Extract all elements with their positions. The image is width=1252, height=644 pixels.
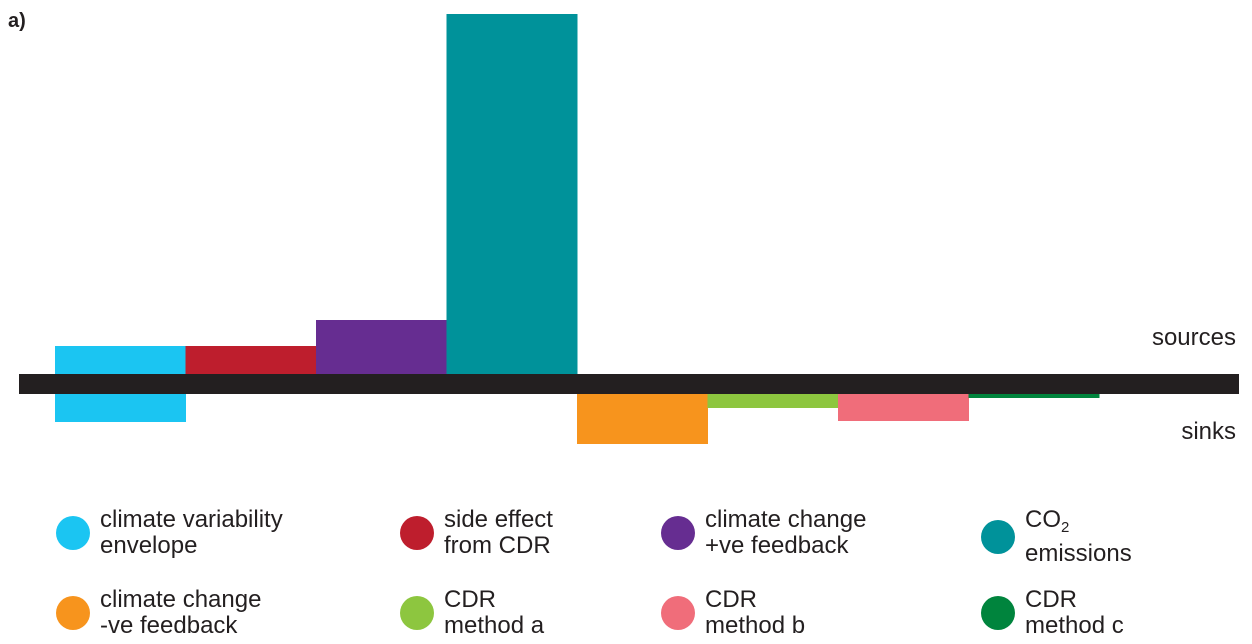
legend-swatch [981, 596, 1015, 630]
bar-source-co2 [446, 14, 578, 374]
legend-swatch [981, 520, 1015, 554]
legend-swatch [56, 596, 90, 630]
legend-label: CO2 emissions [1025, 506, 1132, 567]
legend-label: climate change -ve feedback [100, 586, 262, 639]
bar-source-cc-positive [316, 320, 447, 374]
bar-source-climate-variability [55, 346, 186, 374]
legend-label: side effect from CDR [444, 506, 553, 559]
panel-label: a) [8, 10, 26, 32]
sources-label: sources [1151, 324, 1236, 351]
bar-sink-cdr-b [838, 394, 969, 421]
legend-item-cdr-a: CDR method a [400, 587, 544, 639]
baseline-axis [19, 374, 1239, 394]
legend-label: climate variability envelope [100, 506, 283, 559]
bar-sink-climate-variability [55, 394, 186, 422]
legend-item-cdr-b: CDR method b [661, 587, 805, 639]
bar-sink-cdr-a [707, 394, 839, 408]
legend-swatch [661, 516, 695, 550]
bar-sink-cc-negative [577, 394, 708, 444]
legend-label: CDR method c [1025, 586, 1124, 639]
legend-swatch [56, 516, 90, 550]
legend-item-climate-variability: climate variability envelope [56, 507, 283, 559]
legend-item-cc-positive: climate change +ve feedback [661, 507, 866, 559]
legend-label: CDR method a [444, 586, 545, 639]
legend-item-co2: CO2 emissions [981, 507, 1132, 567]
legend-swatch [400, 596, 434, 630]
legend-item-side-effect: side effect from CDR [400, 507, 553, 559]
sinks-label: sinks [1181, 418, 1236, 445]
legend-item-cdr-c: CDR method c [981, 587, 1124, 639]
legend-label: CDR method b [705, 586, 806, 639]
legend-label: climate change +ve feedback [705, 506, 867, 559]
legend-item-cc-negative: climate change -ve feedback [56, 587, 261, 639]
legend-swatch [661, 596, 695, 630]
bar-source-side-effect [185, 346, 317, 374]
bar-chart [19, 14, 1239, 444]
bar-sink-cdr-c [968, 394, 1100, 398]
legend-swatch [400, 516, 434, 550]
